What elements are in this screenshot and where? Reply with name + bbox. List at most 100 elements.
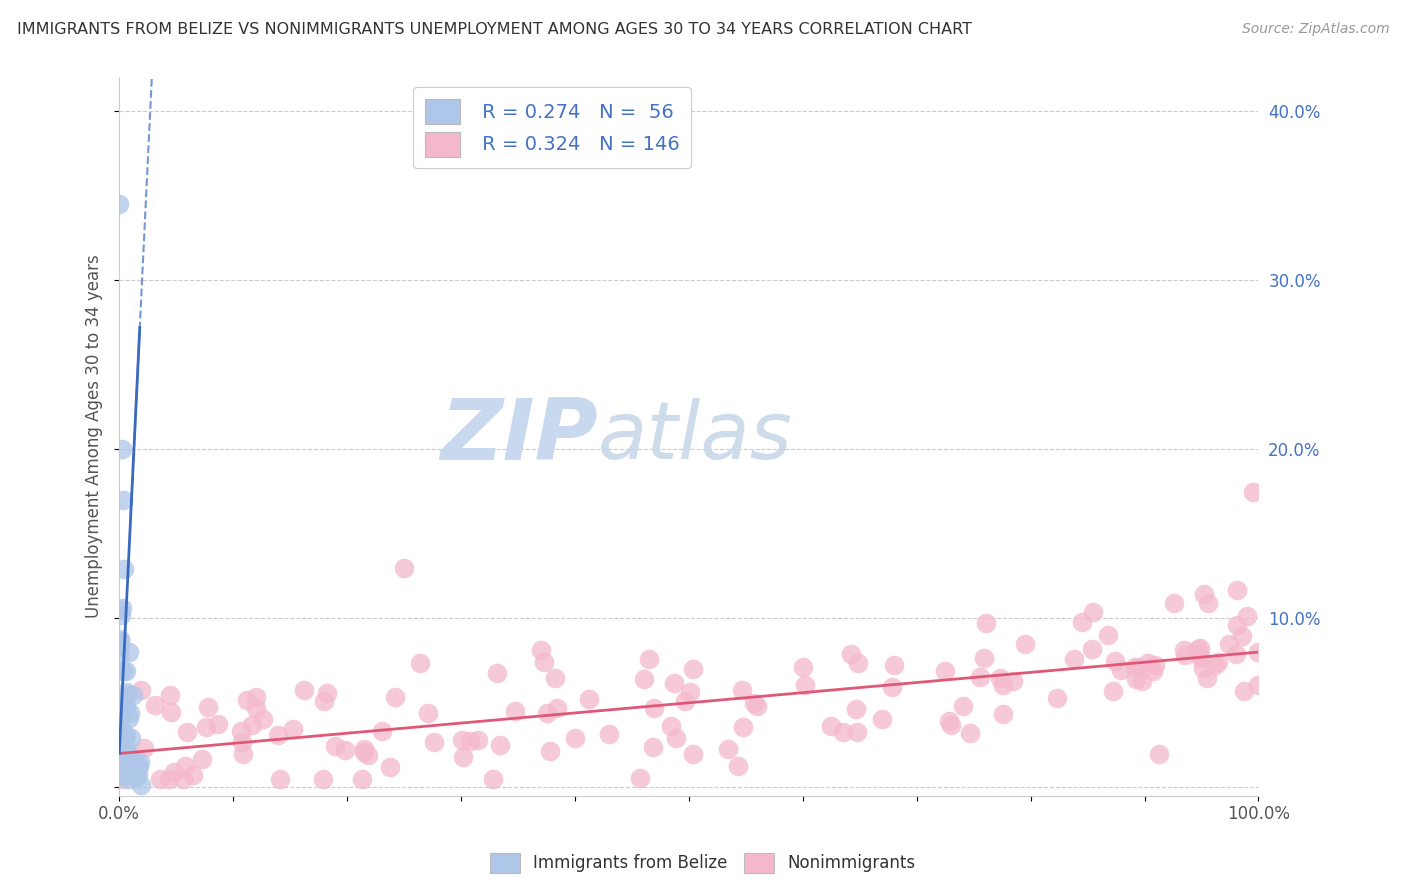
- Point: [195, 720, 218, 734]
- Point: [110, 608, 132, 623]
- Point: [333, 742, 356, 756]
- Point: [118, 711, 141, 725]
- Point: [1187, 642, 1209, 657]
- Point: [129, 778, 152, 792]
- Point: [485, 665, 508, 680]
- Point: [482, 772, 505, 786]
- Point: [467, 733, 489, 747]
- Point: [1137, 657, 1160, 671]
- Point: [111, 693, 134, 707]
- Point: [111, 761, 134, 775]
- Point: [114, 684, 136, 698]
- Point: [312, 693, 335, 707]
- Point: [315, 685, 337, 699]
- Point: [115, 688, 138, 702]
- Point: [538, 744, 561, 758]
- Point: [118, 706, 141, 720]
- Text: atlas: atlas: [598, 398, 793, 475]
- Point: [174, 759, 197, 773]
- Point: [129, 683, 152, 698]
- Point: [294, 682, 316, 697]
- Point: [108, 648, 131, 662]
- Point: [659, 719, 682, 733]
- Point: [117, 767, 139, 781]
- Point: [115, 699, 138, 714]
- Point: [111, 707, 134, 722]
- Point: [959, 726, 981, 740]
- Point: [1233, 683, 1256, 698]
- Point: [883, 657, 905, 672]
- Point: [1189, 641, 1212, 656]
- Y-axis label: Unemployment Among Ages 30 to 34 years: Unemployment Among Ages 30 to 34 years: [86, 255, 103, 618]
- Point: [117, 772, 139, 787]
- Point: [111, 725, 134, 739]
- Point: [882, 680, 904, 694]
- Point: [157, 772, 180, 786]
- Point: [312, 772, 335, 786]
- Point: [1128, 660, 1150, 674]
- Point: [159, 688, 181, 702]
- Point: [1204, 657, 1226, 672]
- Point: [1192, 587, 1215, 601]
- Point: [122, 753, 145, 767]
- Point: [1197, 596, 1219, 610]
- Point: [731, 720, 754, 734]
- Point: [533, 655, 555, 669]
- Point: [673, 694, 696, 708]
- Point: [1174, 648, 1197, 662]
- Point: [546, 700, 568, 714]
- Point: [1142, 664, 1164, 678]
- Point: [742, 697, 765, 711]
- Point: [1226, 617, 1249, 632]
- Point: [564, 731, 586, 745]
- Point: [132, 741, 155, 756]
- Point: [323, 739, 346, 753]
- Point: [110, 603, 132, 617]
- Point: [731, 683, 754, 698]
- Point: [845, 702, 868, 716]
- Point: [938, 714, 960, 729]
- Point: [458, 733, 481, 747]
- Point: [423, 735, 446, 749]
- Point: [111, 493, 134, 508]
- Point: [111, 664, 134, 678]
- Point: [121, 689, 143, 703]
- Point: [489, 738, 512, 752]
- Point: [111, 772, 134, 786]
- Point: [1187, 647, 1209, 661]
- Point: [111, 769, 134, 783]
- Point: [111, 723, 134, 737]
- Point: [820, 719, 842, 733]
- Point: [1225, 647, 1247, 661]
- Point: [125, 770, 148, 784]
- Point: [114, 664, 136, 678]
- Text: ZIP: ZIP: [440, 395, 598, 478]
- Point: [127, 759, 149, 773]
- Text: IMMIGRANTS FROM BELIZE VS NONIMMIGRANTS UNEMPLOYMENT AMONG AGES 30 TO 34 YEARS C: IMMIGRANTS FROM BELIZE VS NONIMMIGRANTS …: [17, 22, 972, 37]
- Point: [633, 672, 655, 686]
- Point: [176, 724, 198, 739]
- Point: [350, 772, 373, 786]
- Point: [384, 690, 406, 704]
- Point: [988, 671, 1011, 685]
- Point: [536, 706, 558, 721]
- Point: [1070, 615, 1092, 629]
- Point: [392, 560, 415, 574]
- Point: [1230, 629, 1253, 643]
- Point: [727, 759, 749, 773]
- Point: [112, 741, 135, 756]
- Point: [503, 704, 526, 718]
- Point: [108, 632, 131, 646]
- Point: [969, 670, 991, 684]
- Point: [1236, 609, 1258, 624]
- Point: [682, 747, 704, 762]
- Legend: Immigrants from Belize, Nonimmigrants: Immigrants from Belize, Nonimmigrants: [484, 847, 922, 880]
- Point: [197, 700, 219, 714]
- Point: [1109, 663, 1132, 677]
- Point: [357, 748, 380, 763]
- Point: [544, 671, 567, 685]
- Point: [451, 733, 474, 747]
- Point: [143, 698, 166, 712]
- Point: [108, 638, 131, 652]
- Point: [160, 705, 183, 719]
